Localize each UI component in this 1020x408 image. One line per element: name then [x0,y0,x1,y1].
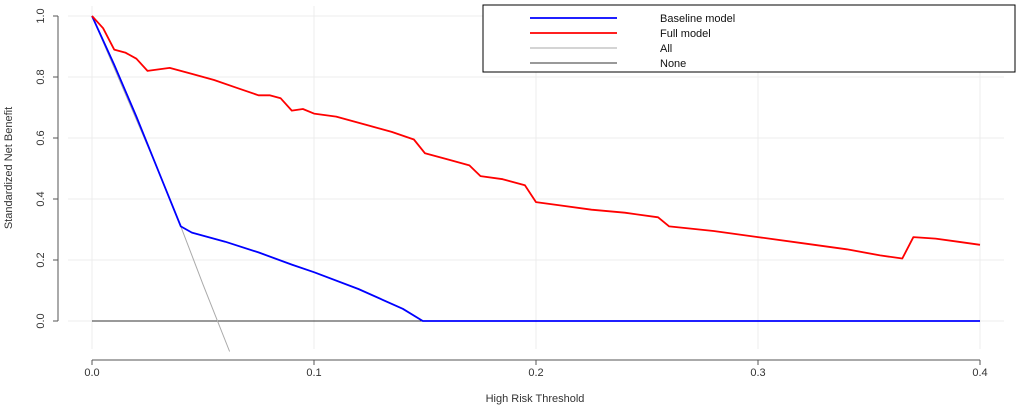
x-tick-label: 0.2 [528,367,543,379]
legend-label-none: None [660,58,686,70]
x-tick-label: 0.0 [84,367,99,379]
legend: Baseline model Full model All None [482,4,1016,73]
y-axis-title: Standardized Net Benefit [3,107,15,229]
series-lines [91,15,981,352]
legend-label-baseline-model: Baseline model [660,13,735,25]
x-tick-label: 0.4 [972,367,987,379]
legend-label-full-model: Full model [660,28,711,40]
axes: 0.0 0.1 0.2 0.3 0.4 0.0 0.2 0.4 0.6 0.8 1.0 [35,8,988,379]
y-tick-label: 0.6 [35,130,47,145]
x-tick-label: 0.1 [306,367,321,379]
legend-label-all: All [660,43,672,55]
y-tick-label: 0.2 [35,252,47,267]
legend-box [482,4,1016,73]
y-tick-label: 0.0 [35,313,47,328]
series-line-all [91,15,231,352]
y-tick-label: 0.8 [35,69,47,84]
x-tick-label: 0.3 [750,367,765,379]
series-line-full-model [91,15,981,260]
y-tick-label: 0.4 [35,191,47,206]
series-line-baseline-model [91,15,980,322]
y-tick-label: 1.0 [35,8,47,23]
x-axis-title: High Risk Threshold [486,393,585,405]
